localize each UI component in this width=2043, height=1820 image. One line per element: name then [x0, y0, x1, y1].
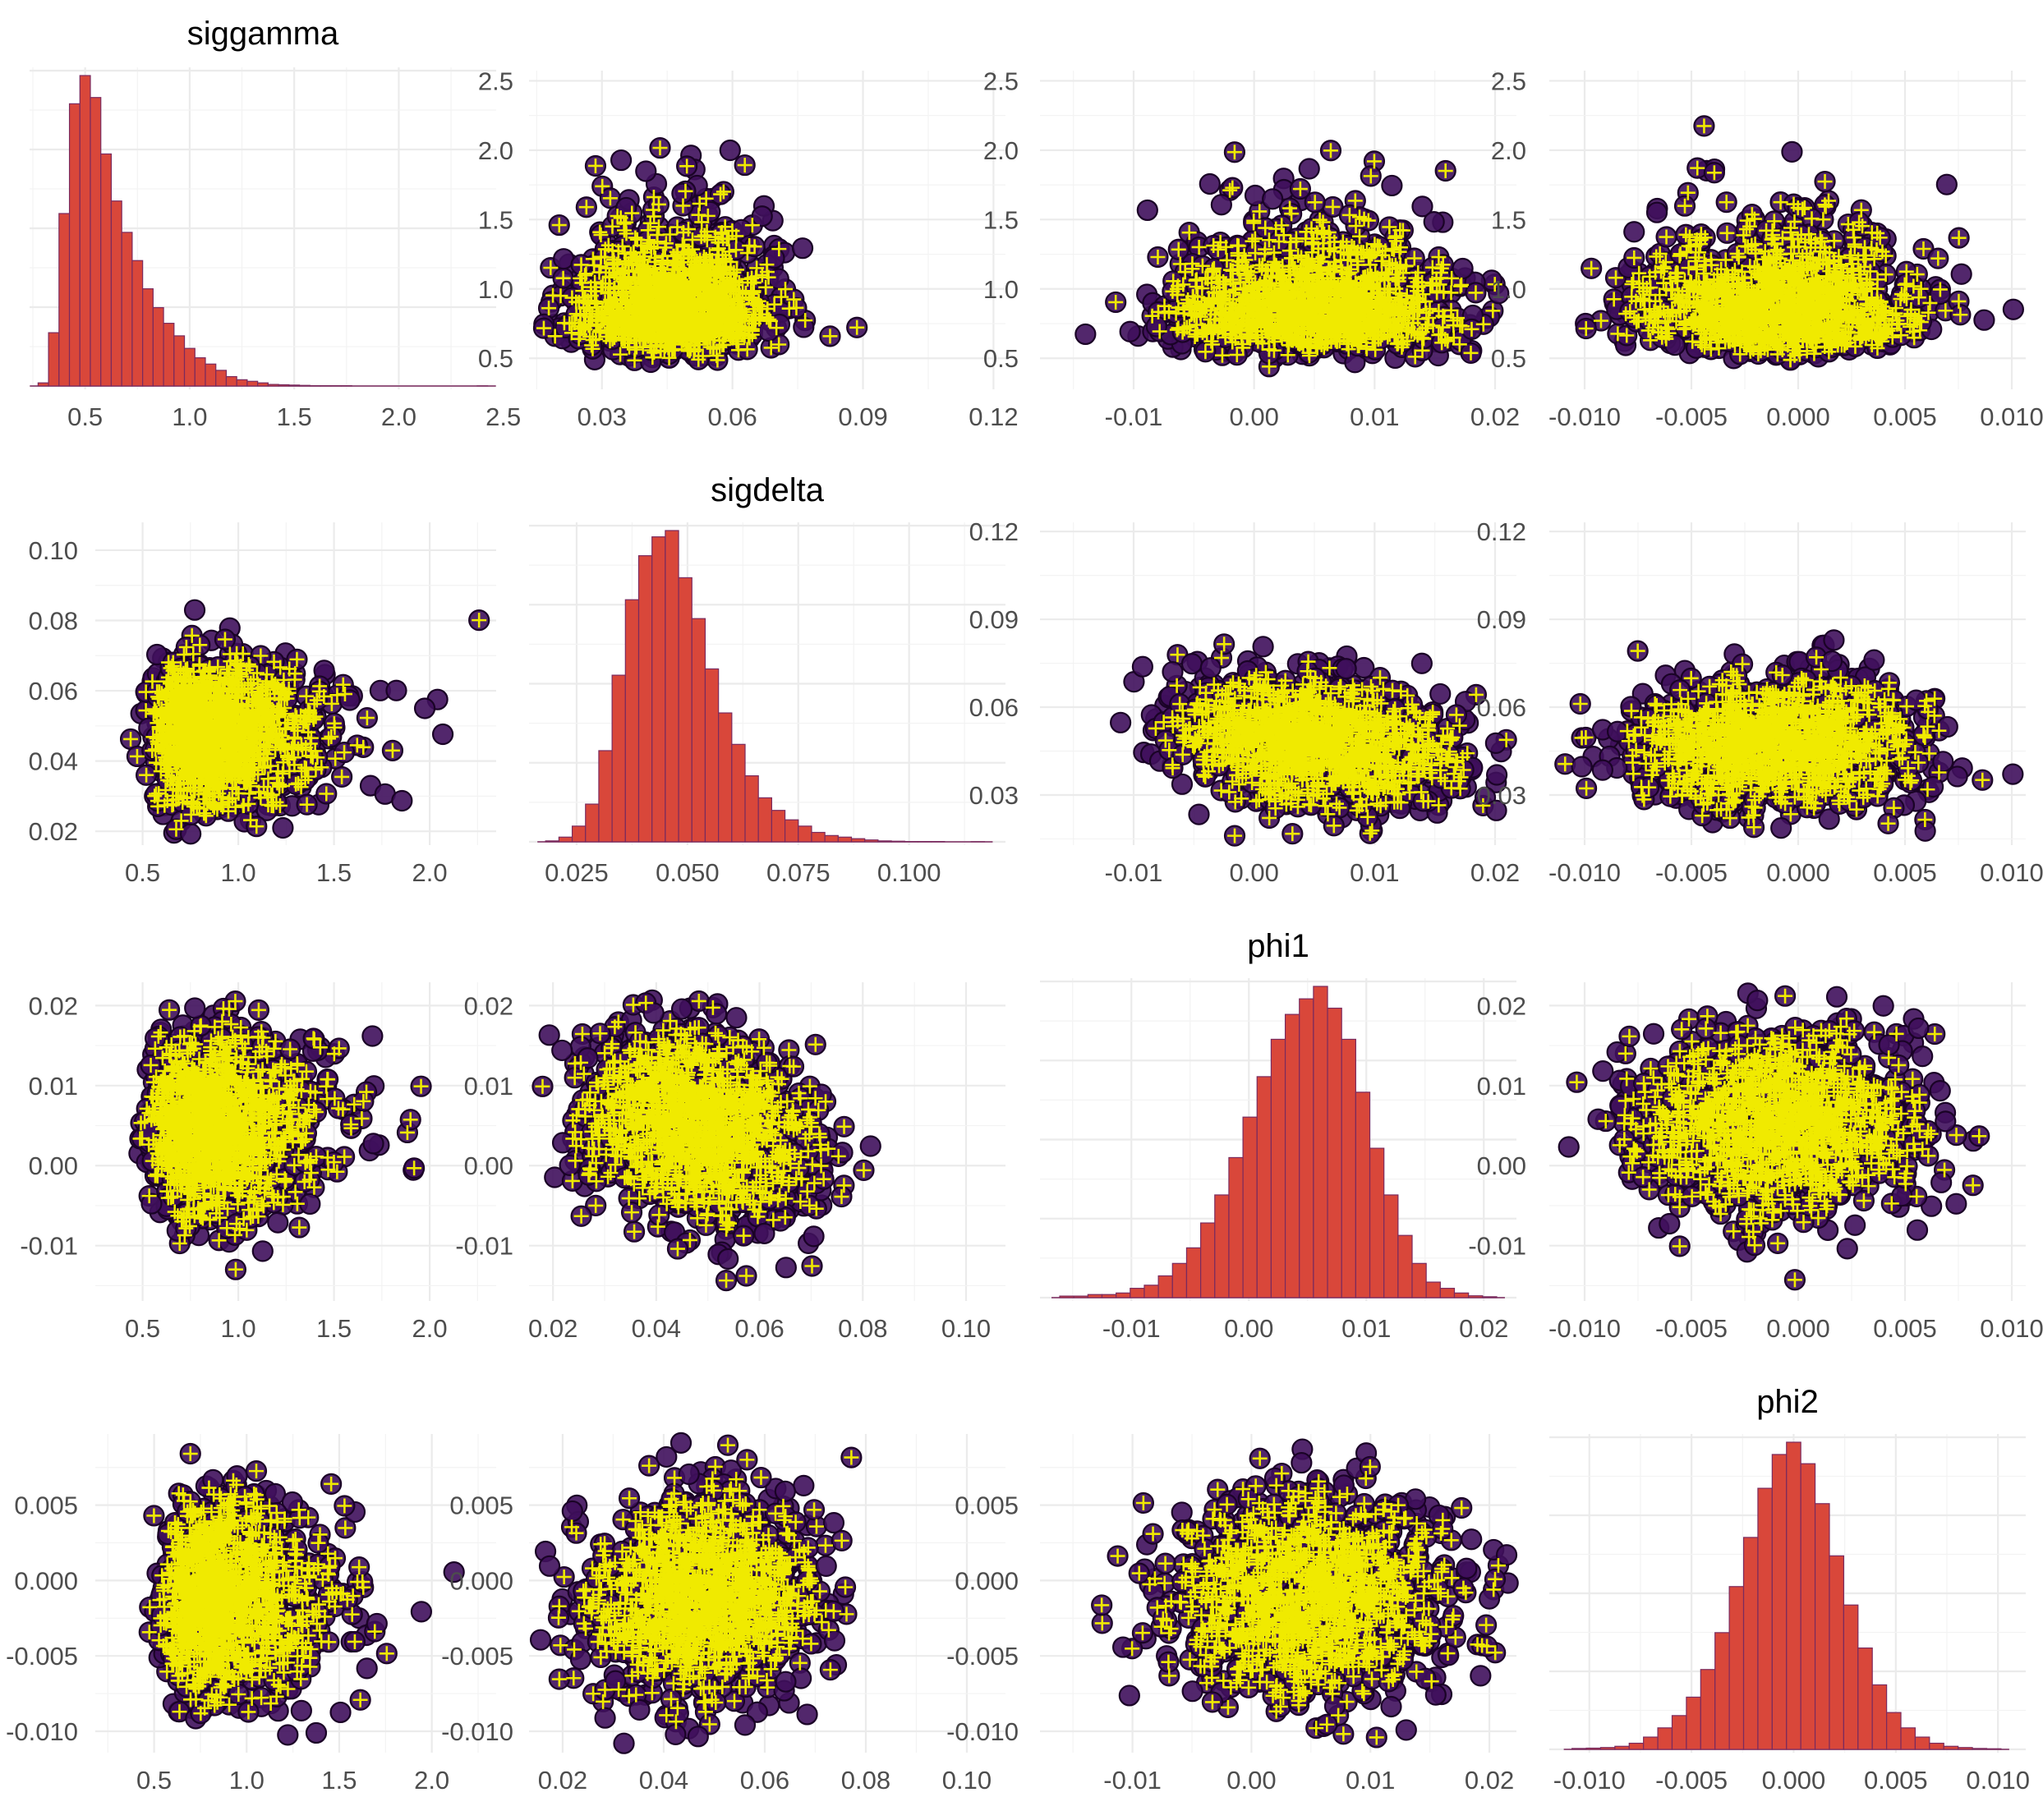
scatter-point — [1119, 320, 1141, 342]
y-tick-label: 2.5 — [983, 67, 1019, 95]
scatter-point — [610, 149, 633, 172]
y-tick-label: 1.0 — [478, 275, 513, 304]
scatter-point — [1452, 257, 1474, 280]
histogram-bar — [257, 382, 269, 387]
histogram-bar — [278, 384, 290, 387]
scatter-point — [1145, 315, 1167, 338]
panel-0-0: 0.5 1.0 1.5 2.0 2.5 siggamma — [30, 16, 521, 431]
histogram-bar — [58, 213, 71, 387]
histogram-bar — [79, 75, 91, 387]
scatter-point — [791, 237, 814, 260]
x-tick-label: 0.09 — [838, 402, 887, 431]
histogram-bar — [100, 153, 113, 387]
x-tick-label: 0.5 — [67, 402, 103, 431]
y-tick-label: 1.5 — [983, 205, 1019, 234]
x-tick-label: 0.01 — [1350, 402, 1399, 431]
y-tick-label: 2.0 — [983, 136, 1019, 165]
x-tick-label: 1.0 — [172, 402, 207, 431]
scatter-point — [751, 205, 773, 228]
panel-0-2: -0.01 0.00 0.01 0.02 0.5 1.0 1.5 2.0 2.5 — [983, 67, 1520, 431]
scatter-point — [1244, 184, 1267, 207]
scatter-point — [1199, 172, 1221, 195]
histogram-bar — [173, 335, 186, 387]
histogram-bar — [298, 384, 311, 387]
x-tick-label: 2.0 — [381, 402, 416, 431]
scatter-point — [1423, 211, 1445, 233]
scatter-point — [699, 200, 721, 223]
x-tick-label: 2.5 — [485, 402, 521, 431]
histogram-bar — [131, 260, 144, 387]
y-tick-label: 2.5 — [478, 67, 513, 95]
histogram-bar — [194, 357, 206, 387]
histogram-bar — [90, 97, 102, 387]
histogram-bar — [110, 200, 122, 387]
scatter-point — [719, 139, 741, 162]
histogram-bar — [142, 288, 154, 387]
scatter-point — [1210, 194, 1232, 216]
scatter-point — [1262, 188, 1284, 210]
histogram-bar — [205, 363, 217, 387]
scatter-point — [1136, 199, 1158, 222]
y-tick-label: 1.0 — [983, 275, 1019, 304]
histogram-bar — [152, 306, 164, 387]
histogram-bar — [225, 375, 237, 387]
histogram-bar — [215, 370, 228, 387]
x-tick-label: -0.01 — [1105, 402, 1163, 431]
scatter-point — [1298, 158, 1320, 180]
histogram-bar — [163, 323, 175, 387]
histogram-bar — [267, 384, 279, 387]
histogram-bar — [236, 379, 248, 387]
x-tick-label: 0.06 — [707, 402, 757, 431]
y-tick-label: 0.5 — [478, 344, 513, 373]
scatter-point — [1381, 174, 1403, 197]
x-tick-label: 0.03 — [577, 402, 627, 431]
histogram-bar — [37, 382, 49, 387]
histogram-bar — [183, 347, 196, 387]
scatter-point — [1074, 323, 1097, 346]
histogram-bar — [68, 103, 81, 387]
x-tick-label: 0.00 — [1229, 402, 1278, 431]
histogram-bar — [246, 380, 259, 387]
x-tick-label: 0.12 — [969, 402, 1018, 431]
histogram-bar — [288, 384, 301, 387]
x-tick-label: 0.02 — [1470, 402, 1520, 431]
x-tick-label: 1.5 — [277, 402, 312, 431]
panel-0-1: 0.03 0.06 0.09 0.12 0.5 1.0 1.5 2.0 2.5 — [478, 67, 1019, 431]
y-tick-label: 0.5 — [983, 344, 1019, 373]
y-tick-label: 2.0 — [478, 136, 513, 165]
histogram-bar — [48, 332, 60, 387]
scatter-point — [615, 196, 637, 219]
histogram-bar — [121, 232, 133, 387]
scatter-point — [635, 160, 657, 182]
panel-title: siggamma — [187, 16, 339, 52]
y-tick-label: 1.5 — [478, 205, 513, 234]
